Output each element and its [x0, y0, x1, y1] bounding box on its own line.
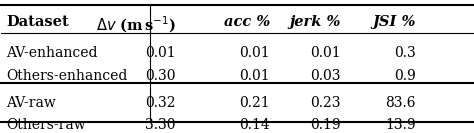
- Text: AV-enhanced: AV-enhanced: [6, 46, 98, 60]
- Text: jerk %: jerk %: [289, 15, 341, 29]
- Text: $\Delta v$ (m$\,$s$^{-1}$): $\Delta v$ (m$\,$s$^{-1}$): [96, 15, 176, 35]
- Text: 0.3: 0.3: [394, 46, 416, 60]
- Text: 0.23: 0.23: [310, 96, 341, 110]
- Text: 3.30: 3.30: [145, 118, 176, 132]
- Text: Others-enhanced: Others-enhanced: [6, 69, 128, 83]
- Text: 0.32: 0.32: [145, 96, 176, 110]
- Text: JSI %: JSI %: [373, 15, 416, 29]
- Text: AV-raw: AV-raw: [6, 96, 56, 110]
- Text: 0.01: 0.01: [239, 69, 270, 83]
- Text: Dataset: Dataset: [6, 15, 69, 29]
- Text: 13.9: 13.9: [385, 118, 416, 132]
- Text: Others-raw: Others-raw: [6, 118, 86, 132]
- Text: 83.6: 83.6: [385, 96, 416, 110]
- Text: 0.14: 0.14: [239, 118, 270, 132]
- Text: 0.01: 0.01: [239, 46, 270, 60]
- Text: 0.21: 0.21: [239, 96, 270, 110]
- Text: 0.03: 0.03: [310, 69, 341, 83]
- Text: 0.01: 0.01: [310, 46, 341, 60]
- Text: 0.30: 0.30: [145, 69, 176, 83]
- Text: acc %: acc %: [224, 15, 270, 29]
- Text: 0.19: 0.19: [310, 118, 341, 132]
- Text: 0.01: 0.01: [145, 46, 176, 60]
- Text: 0.9: 0.9: [394, 69, 416, 83]
